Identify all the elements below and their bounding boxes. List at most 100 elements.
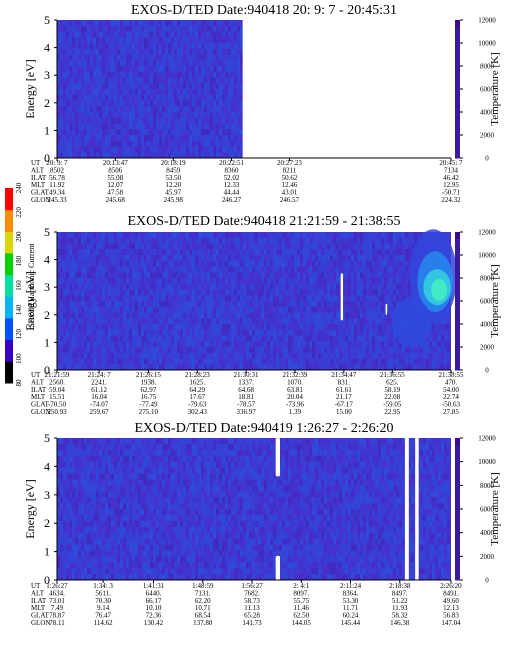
heatmap-cell [138,25,141,32]
heatmap-cell [441,318,444,325]
heatmap-cell [336,243,339,250]
heatmap-cell [84,60,87,67]
heatmap-cell [225,341,228,348]
heatmap-cell [210,37,213,44]
heatmap-cell [351,329,354,336]
heatmap-cell [366,335,369,342]
heatmap-cell [180,25,183,32]
heatmap-cell [294,347,297,354]
heatmap-cell [108,60,111,67]
heatmap-cell [63,352,66,359]
heatmap-cell [303,329,306,336]
heatmap-cell [342,289,345,296]
heatmap-cell [168,112,171,119]
heatmap-cell [396,266,399,273]
heatmap-cell [69,272,72,279]
heatmap-cell [57,347,60,354]
heatmap-cell [222,329,225,336]
heatmap-cell [189,283,192,290]
heatmap-cell [225,364,228,371]
heatmap-cell [165,94,168,101]
heatmap-cell [141,324,144,331]
orbit-value: 21:38:55 [439,371,464,379]
heatmap-cell [90,341,93,348]
heatmap-cell [192,20,195,27]
heatmap-cell [57,352,60,359]
heatmap-cell [183,301,186,308]
heatmap-cell [123,301,126,308]
heatmap-cell [243,341,246,348]
heatmap-cell [63,106,66,113]
heatmap-cell [111,129,114,136]
heatmap-cell [156,358,159,365]
heatmap-cell [159,306,162,313]
heatmap-cell [264,306,267,313]
heatmap-cell [120,301,123,308]
heatmap-cell [276,278,279,285]
heatmap-cell [210,301,213,308]
heatmap-cell [168,25,171,32]
heatmap-cell [126,243,129,250]
heatmap-cell [315,301,318,308]
heatmap-cell [156,66,159,73]
heatmap-cell [258,312,261,319]
colorbar-segment [455,151,460,154]
heatmap-cell [57,301,60,308]
heatmap-cell [75,347,78,354]
heatmap-cell [234,283,237,290]
orbit-value: 245.68 [106,196,126,204]
heatmap-cell [186,272,189,279]
heatmap-cell [168,318,171,325]
heatmap-cell [207,66,210,73]
heatmap-cell [81,25,84,32]
heatmap-cell [312,260,315,267]
heatmap-cell [378,306,381,313]
heatmap-cell [312,318,315,325]
heatmap-cell [174,318,177,325]
heatmap-cell [75,60,78,67]
heatmap-cell [96,112,99,119]
heatmap-cell [117,243,120,250]
heatmap-cell [417,358,420,365]
heatmap-cell [312,352,315,359]
heatmap-cell [225,272,228,279]
heatmap-cell [246,295,249,302]
heatmap-cell [180,106,183,113]
heatmap-cell [204,249,207,256]
heatmap-cell [174,324,177,331]
heatmap-cell [141,255,144,262]
heatmap-cell [186,100,189,107]
heatmap-cell [276,324,279,331]
heatmap-cell [99,243,102,250]
heatmap-cell [234,289,237,296]
heatmap-cell [240,71,243,78]
heatmap-cell [237,54,240,61]
heatmap-cell [234,272,237,279]
heatmap-cell [201,358,204,365]
heatmap-cell [105,243,108,250]
heatmap-cell [168,283,171,290]
heatmap-cell [240,100,243,107]
heatmap-cell [315,352,318,359]
heatmap-cell [315,260,318,267]
heatmap-cell [294,324,297,331]
heatmap-cell [78,106,81,113]
heatmap-cell [114,312,117,319]
heatmap-cell [132,260,135,267]
heatmap-cell [372,335,375,342]
heatmap-cell [318,306,321,313]
heatmap-cell [126,249,129,256]
heatmap-cell [333,283,336,290]
heatmap-cell [66,112,69,119]
heatmap-cell [111,266,114,273]
heatmap-cell [111,289,114,296]
heatmap-cell [174,283,177,290]
heatmap-cell [129,60,132,67]
heatmap-cell [180,60,183,67]
heatmap-cell [108,146,111,153]
heatmap-cell [381,232,384,239]
heatmap-cell [183,146,186,153]
heatmap-cell [60,71,63,78]
heatmap-cell [132,249,135,256]
heatmap-cell [87,272,90,279]
